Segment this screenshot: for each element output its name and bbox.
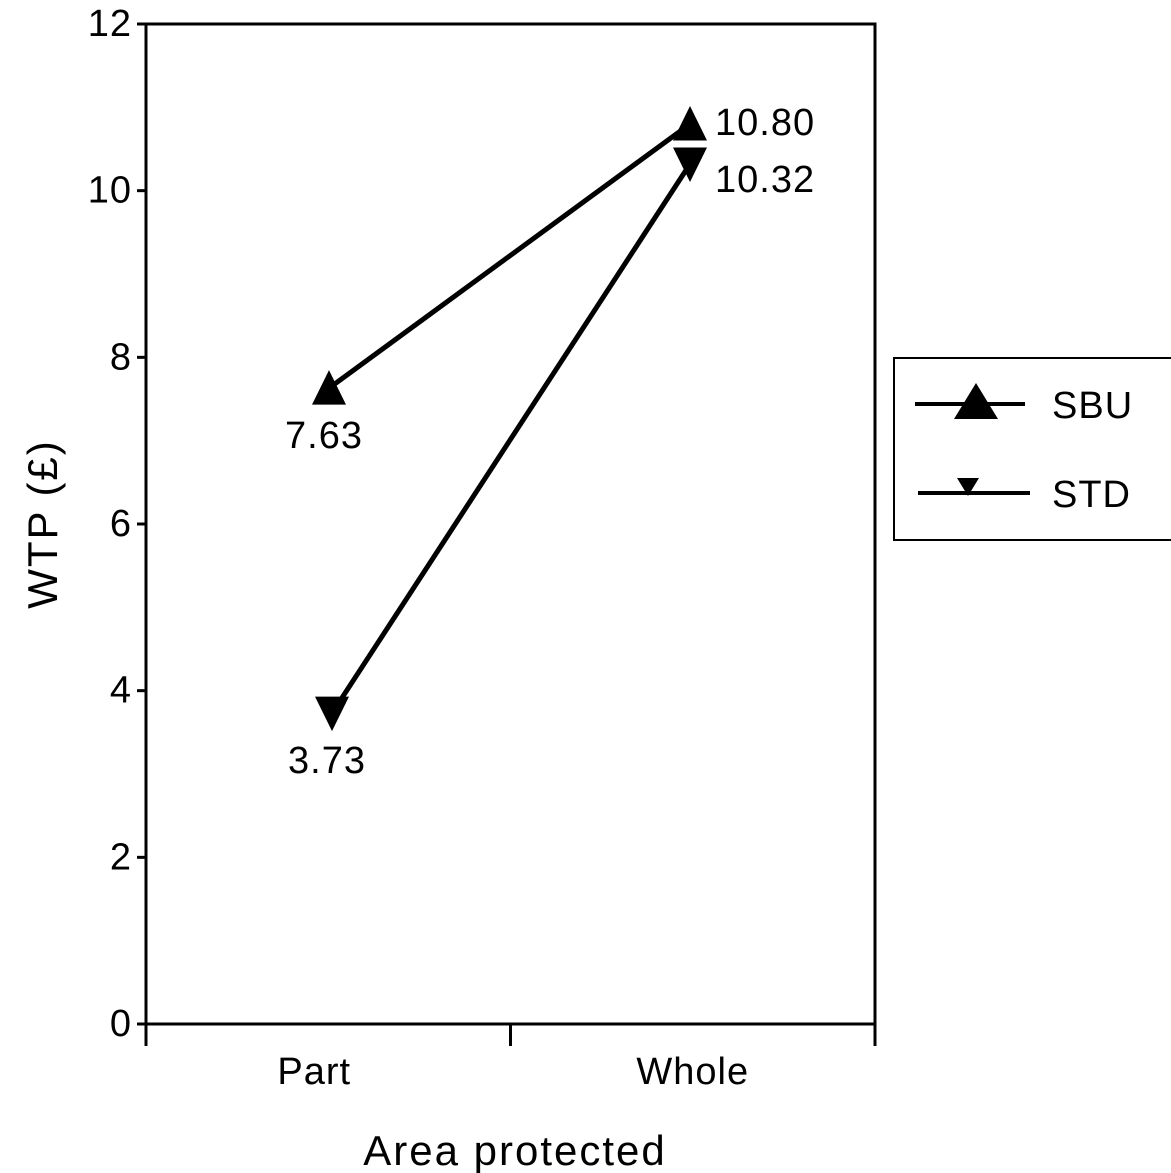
marker-std-whole: [673, 147, 707, 182]
y-tick-label: 6: [110, 503, 132, 545]
data-label-sbu-part: 7.63: [285, 415, 363, 457]
marker-std-part: [315, 696, 349, 732]
series-line-sbu: [327, 121, 692, 391]
legend-label-sbu: SBU: [1052, 385, 1133, 427]
y-tick-label: 4: [110, 670, 132, 712]
y-axis: 0 2 4 6 8 10 12: [88, 3, 146, 1045]
marker-sbu-whole: [673, 106, 707, 141]
legend-label-std: STD: [1052, 474, 1131, 516]
y-tick-label: 2: [110, 836, 132, 878]
legend-box: [893, 357, 1171, 541]
x-axis-title: Area protected: [363, 1127, 667, 1173]
x-tick-label-part: Part: [277, 1051, 351, 1093]
series-layer: 7.63 10.80 3.73 10.32: [285, 102, 815, 782]
y-tick-label: 12: [88, 3, 132, 45]
data-label-std-part: 3.73: [288, 740, 366, 782]
x-tick-label-whole: Whole: [636, 1051, 749, 1093]
x-axis: Part Whole: [144, 1024, 877, 1093]
data-label-std-whole: 10.32: [715, 159, 815, 201]
marker-sbu-part: [312, 370, 346, 405]
y-tick-label: 8: [110, 336, 132, 378]
legend-marker-std: [957, 478, 979, 496]
y-tick-label: 0: [110, 1003, 132, 1045]
y-tick-label: 10: [88, 170, 132, 212]
legend: SBU STD: [893, 357, 1171, 541]
y-axis-title: WTP (£): [19, 439, 66, 609]
series-line-std: [329, 162, 693, 715]
data-label-sbu-whole: 10.80: [715, 102, 815, 144]
legend-marker-sbu: [954, 383, 998, 419]
